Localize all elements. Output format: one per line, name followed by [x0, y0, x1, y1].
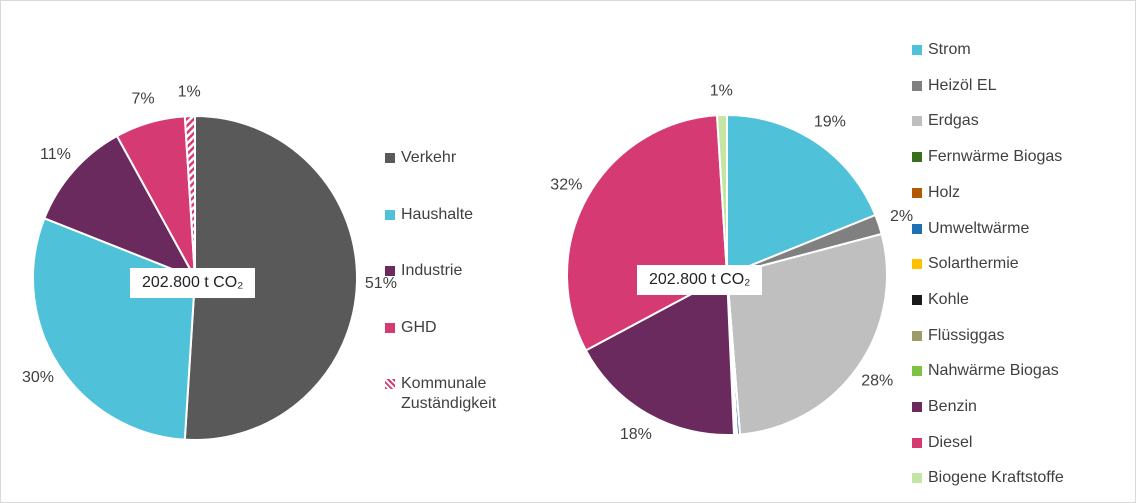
- legend-label: Holz: [928, 183, 961, 201]
- legend-label: Umweltwärme: [928, 219, 1030, 237]
- legend-item: Benzin: [912, 397, 1132, 417]
- legend-label: Heizöl EL: [928, 76, 997, 94]
- legend-item: Erdgas: [912, 111, 1132, 131]
- pie-slice: [183, 114, 196, 279]
- pie-slice: [43, 134, 198, 280]
- legend-item: Nahwärme Biogas: [912, 361, 1132, 381]
- legend-label: Strom: [928, 41, 971, 58]
- legend-item: Flüssiggas: [912, 326, 1132, 346]
- legend-swatch: [912, 437, 922, 448]
- legend-label: Flüssiggas: [928, 326, 1005, 344]
- legend-swatch: [912, 116, 922, 127]
- legend-label: Haushalte: [401, 205, 474, 223]
- legend-item: Strom: [912, 40, 1132, 60]
- legend-swatch: [912, 402, 922, 412]
- legend-label: Biogene Kraftstoffe: [928, 469, 1064, 487]
- legend-item: Diesel: [912, 433, 1132, 453]
- pie-slice: [715, 113, 728, 276]
- legend-swatch: [912, 187, 922, 198]
- legend-swatch: [385, 209, 395, 220]
- legend-label: Verkehr: [401, 149, 457, 166]
- legend-label: Industrie: [401, 262, 463, 279]
- legend-swatch: [912, 330, 922, 341]
- legend-swatch: [385, 153, 395, 163]
- pie-slice: [183, 114, 359, 441]
- legend-item: Haushalte: [385, 205, 535, 225]
- legend-swatch: [912, 294, 922, 305]
- legend-label: Fernwärme Biogas: [928, 148, 1063, 166]
- data-label: 30%: [22, 369, 54, 386]
- legend-swatch: [385, 322, 395, 333]
- legend-label: Erdgas: [928, 112, 979, 130]
- legend-label: Kohle: [928, 290, 969, 308]
- data-label: 11%: [40, 146, 71, 163]
- legend-swatch: [912, 80, 922, 91]
- legend-swatch: [912, 152, 922, 163]
- legend-item: Solarthermie: [912, 254, 1132, 274]
- legend-swatch: [385, 379, 395, 389]
- legend-item: Fernwärme Biogas: [912, 147, 1132, 167]
- legend-item: Biogene Kraftstoffe: [912, 468, 1132, 488]
- legend-item: Verkehr: [385, 148, 535, 168]
- pie-slice: [725, 232, 888, 436]
- legend-item: Kohle: [912, 290, 1132, 310]
- legend-label: Solarthermie: [928, 255, 1019, 273]
- legend-label: Diesel: [928, 433, 973, 451]
- center-label: 202.800 t CO₂: [637, 265, 763, 295]
- pie-slice: [584, 273, 736, 436]
- legend-swatch: [912, 45, 922, 55]
- legend-item: Kommunale Zuständigkeit: [385, 374, 535, 414]
- pie-slice: [726, 113, 877, 277]
- legend-swatch: [912, 223, 922, 234]
- legend-label: Benzin: [928, 398, 977, 415]
- legend-label: GHD: [401, 318, 437, 336]
- data-label: 51%: [365, 275, 397, 292]
- legend-swatch: [912, 259, 922, 270]
- legend-item: Umweltwärme: [912, 219, 1132, 239]
- data-label: 2%: [890, 208, 913, 225]
- legend-item: Heizöl EL: [912, 76, 1132, 96]
- legend-swatch: [385, 266, 395, 276]
- legend-swatch: [912, 473, 922, 484]
- data-label: 7%: [132, 91, 155, 108]
- legend-label: Kommunale Zuständigkeit: [401, 375, 497, 412]
- data-label: 18%: [620, 426, 652, 443]
- center-label: 202.800 t CO₂: [130, 268, 256, 298]
- legend-item: GHD: [385, 318, 535, 338]
- data-label: 19%: [814, 114, 846, 131]
- legend-item: Holz: [912, 183, 1132, 203]
- legend-label: Nahwärme Biogas: [928, 362, 1059, 380]
- legend-item: Industrie: [385, 261, 535, 281]
- data-label: 1%: [710, 82, 733, 99]
- data-label: 1%: [178, 83, 201, 100]
- legend-swatch: [912, 366, 922, 377]
- data-label: 28%: [861, 372, 893, 389]
- data-label: 32%: [550, 177, 582, 194]
